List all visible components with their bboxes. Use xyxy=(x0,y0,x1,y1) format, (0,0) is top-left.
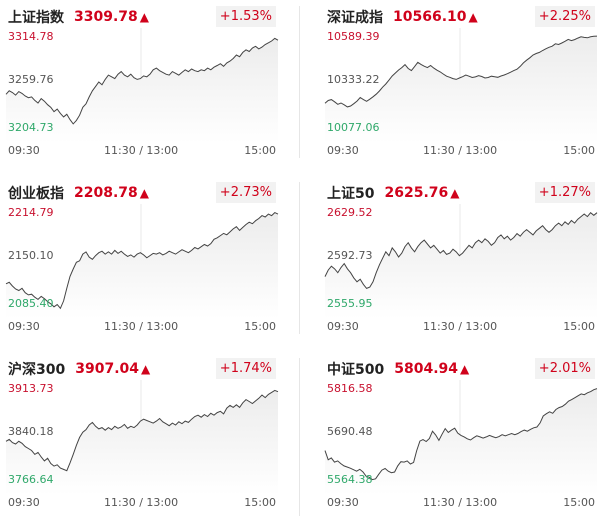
price-line xyxy=(324,35,598,108)
up-arrow-icon: ▲ xyxy=(460,362,470,376)
time-mid-label: 11:30 / 13:00 xyxy=(104,144,179,157)
time-end-label: 15:00 xyxy=(563,496,595,509)
intraday-chart xyxy=(5,380,279,495)
axis-mid-label: 10333.22 xyxy=(327,73,380,86)
index-price: 10566.10 xyxy=(393,9,467,25)
index-header: 沪深300 3907.04 ▲ xyxy=(8,358,150,380)
time-start-label: 09:30 xyxy=(327,144,359,157)
column-divider xyxy=(299,182,300,334)
index-card-sse[interactable]: 上证指数 3309.78 ▲ +1.53% 3314.78 3259.76 32… xyxy=(0,0,290,170)
price-area xyxy=(325,36,597,143)
axis-high-label: 10589.39 xyxy=(327,30,380,43)
up-arrow-icon: ▲ xyxy=(468,10,478,24)
axis-low-label: 5564.38 xyxy=(327,473,373,486)
time-mid-label: 11:30 / 13:00 xyxy=(423,320,498,333)
intraday-chart xyxy=(324,28,598,143)
index-card-sse50[interactable]: 上证50 2625.76 ▲ +1.27% 2629.52 2592.73 25… xyxy=(319,176,599,346)
time-mid-label: 11:30 / 13:00 xyxy=(104,320,179,333)
axis-mid-label: 3840.18 xyxy=(8,425,54,438)
price-line xyxy=(5,37,279,125)
price-area xyxy=(6,390,278,495)
price-area xyxy=(6,38,278,143)
axis-mid-label: 3259.76 xyxy=(8,73,54,86)
index-name: 上证50 xyxy=(327,186,375,202)
axis-high-label: 3913.73 xyxy=(8,382,54,395)
axis-high-label: 2629.52 xyxy=(327,206,373,219)
axis-high-label: 3314.78 xyxy=(8,30,54,43)
time-start-label: 09:30 xyxy=(8,144,40,157)
column-divider xyxy=(299,358,300,516)
time-start-label: 09:30 xyxy=(8,320,40,333)
intraday-chart xyxy=(324,204,598,319)
column-divider xyxy=(299,6,300,158)
price-line xyxy=(5,212,279,310)
axis-low-label: 2555.95 xyxy=(327,297,373,310)
index-header: 深证成指 10566.10 ▲ xyxy=(327,6,478,28)
axis-low-label: 2085.40 xyxy=(8,297,54,310)
change-percent-badge: +2.73% xyxy=(215,182,276,203)
up-arrow-icon: ▲ xyxy=(450,186,460,200)
index-card-szse[interactable]: 深证成指 10566.10 ▲ +2.25% 10589.39 10333.22… xyxy=(319,0,599,170)
price-line xyxy=(324,388,598,481)
time-start-label: 09:30 xyxy=(327,320,359,333)
index-name: 上证指数 xyxy=(8,10,64,26)
time-end-label: 15:00 xyxy=(563,144,595,157)
time-start-label: 09:30 xyxy=(327,496,359,509)
time-end-label: 15:00 xyxy=(244,496,276,509)
time-start-label: 09:30 xyxy=(8,496,40,509)
axis-high-label: 2214.79 xyxy=(8,206,54,219)
intraday-chart xyxy=(5,204,279,319)
index-price: 3907.04 xyxy=(75,361,139,377)
price-line xyxy=(5,389,279,472)
price-area xyxy=(6,212,278,319)
price-line xyxy=(324,211,598,290)
time-end-label: 15:00 xyxy=(244,320,276,333)
axis-mid-label: 2150.10 xyxy=(8,249,54,262)
time-mid-label: 11:30 / 13:00 xyxy=(423,144,498,157)
index-card-csi300[interactable]: 沪深300 3907.04 ▲ +1.74% 3913.73 3840.18 3… xyxy=(0,352,290,522)
index-card-chinext[interactable]: 创业板指 2208.78 ▲ +2.73% 2214.79 2150.10 20… xyxy=(0,176,290,346)
up-arrow-icon: ▲ xyxy=(139,186,149,200)
up-arrow-icon: ▲ xyxy=(141,362,151,376)
index-price: 2625.76 xyxy=(384,185,449,201)
index-name: 创业板指 xyxy=(8,186,64,202)
change-percent-badge: +2.25% xyxy=(534,6,595,27)
change-percent-badge: +1.27% xyxy=(534,182,595,203)
index-price: 2208.78 xyxy=(74,185,138,201)
index-name: 深证成指 xyxy=(327,10,383,26)
index-header: 上证50 2625.76 ▲ xyxy=(327,182,459,204)
up-arrow-icon: ▲ xyxy=(139,10,149,24)
axis-low-label: 3766.64 xyxy=(8,473,54,486)
price-area xyxy=(325,212,597,319)
price-area xyxy=(325,388,597,495)
index-header: 中证500 5804.94 ▲ xyxy=(327,358,469,380)
time-mid-label: 11:30 / 13:00 xyxy=(104,496,179,509)
index-name: 中证500 xyxy=(327,362,385,378)
intraday-chart xyxy=(5,28,279,143)
axis-mid-label: 5690.48 xyxy=(327,425,373,438)
change-percent-badge: +2.01% xyxy=(534,358,595,379)
change-percent-badge: +1.53% xyxy=(215,6,276,27)
index-name: 沪深300 xyxy=(8,362,66,378)
axis-low-label: 3204.73 xyxy=(8,121,54,134)
time-end-label: 15:00 xyxy=(244,144,276,157)
index-price: 3309.78 xyxy=(74,9,138,25)
index-header: 创业板指 2208.78 ▲ xyxy=(8,182,149,204)
index-header: 上证指数 3309.78 ▲ xyxy=(8,6,149,28)
change-percent-badge: +1.74% xyxy=(215,358,276,379)
time-mid-label: 11:30 / 13:00 xyxy=(423,496,498,509)
index-price: 5804.94 xyxy=(394,361,458,377)
axis-low-label: 10077.06 xyxy=(327,121,380,134)
axis-high-label: 5816.58 xyxy=(327,382,373,395)
axis-mid-label: 2592.73 xyxy=(327,249,373,262)
time-end-label: 15:00 xyxy=(563,320,595,333)
index-card-csi500[interactable]: 中证500 5804.94 ▲ +2.01% 5816.58 5690.48 5… xyxy=(319,352,599,522)
intraday-chart xyxy=(324,380,598,495)
